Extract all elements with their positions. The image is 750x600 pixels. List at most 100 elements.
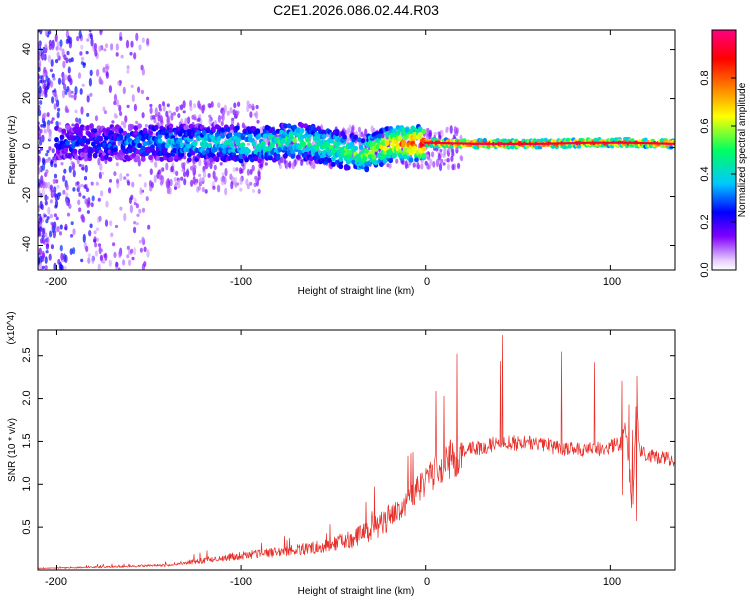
spectrogram-cell [175,106,179,113]
spectrogram-cell [55,46,59,51]
spectrogram-cell [169,178,173,187]
spectrogram-cell [130,84,134,88]
spectrogram-cell [290,153,296,159]
spectrogram-cell [290,149,296,155]
spectrogram-cell [131,152,137,158]
spectrogram-cell [113,93,118,102]
spectrogram-y-axis-label: Frequency (Hz) [7,116,18,185]
spectrogram-cell [53,213,58,217]
spectrogram-cell [90,37,94,47]
spectrogram-cell [59,46,63,51]
spectrogram-cell [123,213,127,222]
spectrogram-cell [56,111,60,119]
spectrogram-cell [153,174,157,183]
spectrogram-cell [166,187,170,194]
spectrogram-cell [128,259,132,266]
spectrogram-cell [143,182,147,188]
spectrogram-cell [61,128,67,134]
spectrogram-cell [158,103,162,110]
spectrogram-cell [38,167,41,175]
spectrogram-cell [397,135,403,141]
spectrogram-cell [81,138,87,144]
spectrogram-cell [104,219,109,227]
colorbar-tick-label: 0.8 [699,70,711,85]
spectrogram-cell [89,148,94,154]
spectrogram-cell [103,110,108,115]
spectrogram-cell [198,158,202,167]
spectrogram-cell [61,89,66,99]
spectrogram-cell [450,155,454,162]
spectrogram-cell [47,54,52,63]
spectrogram-cell [229,143,235,149]
spectrogram-cell [72,228,76,236]
spectrogram-cell [81,56,85,61]
spectrogram-cell [390,132,395,138]
spectrogram-cell [210,123,214,127]
spectrogram-cell [114,114,118,119]
spectrogram-cell [97,197,101,202]
spectrogram-cell [145,196,149,202]
spectrogram-cell [249,169,253,175]
spectrogram-cell [353,145,358,151]
spectrogram-cell [78,207,82,212]
spectrogram-cell [110,43,114,51]
spectrogram-cell [124,115,128,123]
spectrogram-cell [177,113,181,119]
spectrogram-cell [52,229,57,239]
spectrogram-cell [246,168,250,176]
spectrogram-cell [451,163,455,171]
spectrogram-cell [214,156,220,163]
snr-y-tick-label: 2.5 [21,347,33,362]
spectrogram-cell [207,173,211,178]
spectrogram-cell [295,154,301,160]
spectrogram-cell [404,127,410,133]
spectrogram-cell [48,146,52,151]
spectrogram-cell [108,179,113,183]
spectrogram-cell [118,135,124,141]
snr-y-tick-label: 2.0 [21,390,33,405]
spectrogram-cell [229,107,233,114]
spectrogram-cell [108,187,112,194]
spectrogram-cell [439,148,443,153]
spectrogram-cell [159,115,163,124]
spectrogram-cell [144,123,148,128]
spectrogram-cell [259,126,263,134]
spectrogram-cell [72,247,76,255]
spectrogram-cell [120,54,124,59]
spectrogram-cell [62,189,66,195]
spectrogram-cell [381,132,385,140]
spectrogram-cell [55,179,59,184]
spectrogram-cell [188,123,194,130]
spectrogram-cell [437,153,441,161]
spectrogram-cell [41,234,45,239]
spectrogram-cell [220,121,224,126]
spectrogram-cell [377,133,382,139]
spectrogram-cell [251,126,257,132]
spectrogram-cell [46,112,50,118]
spectrogram-cell [417,133,423,139]
spectrogram-cell [153,124,159,131]
spectrogram-cell [229,173,233,181]
spectrogram-cell [154,161,158,168]
spectrogram-cell [338,163,344,170]
spectrogram-cell [257,133,262,139]
spectrogram-cell [246,148,251,154]
spectrogram-cell [40,179,44,189]
spectrogram-cell [79,88,83,95]
spectrogram-cell [68,40,72,49]
spectrogram-cell [168,127,174,133]
spectrogram-cell [65,198,69,206]
spectrogram-cell [74,86,78,95]
spectrogram-cell [87,253,91,258]
spectrogram-cell [42,53,46,60]
spectrogram-cell [141,68,145,76]
spectrogram-cell [118,104,122,112]
spectrogram-cell [38,42,41,49]
spectrogram-cell [72,135,78,141]
spectrogram-cell [177,137,183,143]
spectrogram-cell [203,141,209,148]
spectrogram-cell [314,145,320,151]
spectrogram-cell [135,32,139,42]
spectrogram-cell [82,233,86,243]
spectrogram-cell [283,146,288,152]
